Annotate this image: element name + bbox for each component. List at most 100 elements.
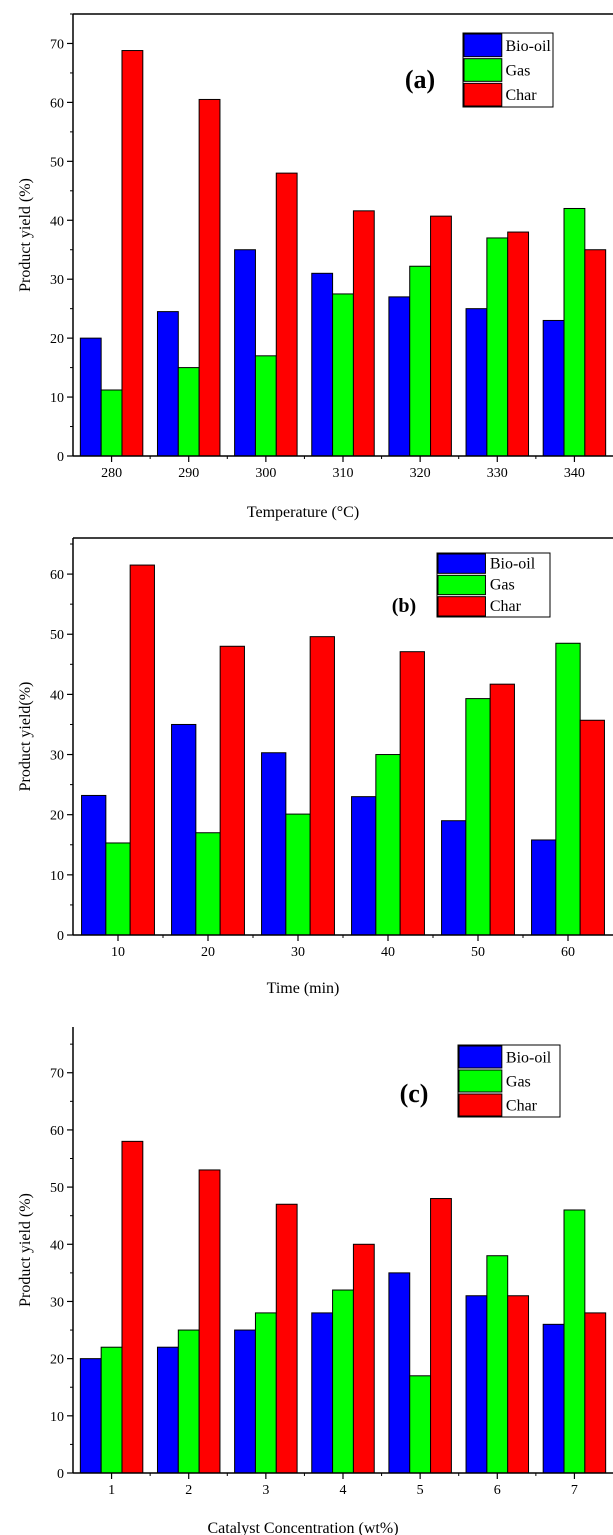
bar-gas-6 — [486, 1255, 509, 1474]
x-tick-label: 60 — [561, 945, 575, 960]
bar-biooil-50 — [441, 820, 467, 936]
legend-swatch-gas — [458, 1069, 503, 1093]
bar-gas-310 — [332, 293, 354, 457]
bar-char-40 — [399, 651, 425, 936]
legend-label-biooil: Bio-oil — [506, 1049, 552, 1066]
y-tick-label: 50 — [50, 155, 64, 170]
bar-biooil-330 — [465, 308, 488, 457]
bar-char-310 — [352, 210, 375, 457]
y-tick-label: 60 — [50, 1124, 64, 1139]
legend-label-char: Char — [490, 598, 522, 615]
legend-swatch-gas — [463, 58, 503, 82]
bar-biooil-5 — [388, 1272, 411, 1474]
bar-char-340 — [584, 249, 607, 457]
x-tick-label: 10 — [111, 945, 125, 960]
legend-swatch-biooil — [437, 553, 486, 574]
legend-label-gas: Gas — [506, 1073, 531, 1090]
x-tick-label: 330 — [487, 466, 508, 481]
bar-char-300 — [275, 172, 298, 457]
legend: Bio-oil Gas Char — [436, 552, 551, 618]
bar-char-330 — [507, 231, 530, 457]
y-tick-label: 70 — [50, 37, 64, 52]
x-tick-label: 300 — [255, 466, 276, 481]
x-tick-label: 290 — [178, 466, 199, 481]
y-tick-label: 50 — [50, 628, 64, 643]
y-tick-label: 40 — [50, 1238, 64, 1253]
x-tick-label: 4 — [340, 1483, 347, 1498]
y-axis-title: Product yield (%) — [17, 1193, 34, 1307]
legend-swatch-char — [437, 596, 486, 617]
bar-char-1 — [121, 1140, 144, 1474]
y-tick-label: 30 — [50, 1295, 64, 1310]
y-tick-label: 60 — [50, 96, 64, 111]
bar-gas-5 — [409, 1375, 432, 1474]
bar-char-60 — [579, 719, 605, 936]
bar-gas-60 — [555, 642, 581, 936]
y-tick-label: 40 — [50, 214, 64, 229]
x-tick-label: 340 — [564, 466, 585, 481]
chart-panel-c: 0 10 20 30 40 50 60 70 1 2 3 4 5 6 7 Catalyst Concentra… — [17, 1027, 613, 1535]
x-tick-label: 1 — [108, 1483, 115, 1498]
x-tick-label: 30 — [291, 945, 305, 960]
bar-char-50 — [489, 683, 515, 936]
bar-biooil-30 — [261, 752, 287, 936]
bar-biooil-1 — [79, 1358, 102, 1474]
x-tick-label: 2 — [185, 1483, 192, 1498]
bar-gas-330 — [486, 237, 509, 457]
x-tick-label: 310 — [333, 466, 354, 481]
x-tick-label: 20 — [201, 945, 215, 960]
bar-char-10 — [129, 564, 155, 936]
bar-gas-290 — [177, 367, 200, 457]
bar-gas-1 — [100, 1346, 123, 1474]
y-tick-label: 50 — [50, 1181, 64, 1196]
bar-biooil-300 — [234, 249, 256, 457]
y-tick-label: 20 — [50, 332, 64, 347]
bar-gas-3 — [254, 1312, 277, 1474]
panel-label: (b) — [392, 595, 416, 617]
bar-biooil-10 — [81, 794, 107, 936]
bar-biooil-4 — [311, 1312, 334, 1474]
bar-char-290 — [198, 98, 221, 457]
bar-biooil-60 — [531, 839, 557, 936]
x-axis-title: Catalyst Concentration (wt%) — [207, 1520, 398, 1535]
x-tick-label: 3 — [262, 1483, 269, 1498]
legend-label-biooil: Bio-oil — [506, 38, 552, 55]
bar-char-3 — [275, 1203, 298, 1474]
y-tick-label: 40 — [50, 688, 64, 703]
bar-biooil-2 — [156, 1346, 179, 1474]
bar-biooil-280 — [79, 337, 102, 457]
bar-biooil-20 — [171, 723, 197, 936]
bar-gas-300 — [254, 355, 277, 457]
legend-label-char: Char — [506, 1097, 538, 1114]
legend-swatch-char — [463, 82, 503, 107]
legend: Bio-oil Gas Char — [462, 32, 554, 108]
y-axis-title: Product yield (%) — [17, 178, 34, 292]
bar-biooil-3 — [234, 1329, 256, 1474]
y-tick-label: 70 — [50, 1067, 64, 1082]
y-tick-label: 20 — [50, 809, 64, 824]
bar-char-320 — [430, 215, 452, 457]
x-tick-label: 7 — [571, 1483, 578, 1498]
bar-biooil-340 — [542, 319, 565, 457]
y-tick-label: 10 — [50, 1410, 64, 1425]
bar-gas-340 — [563, 207, 586, 457]
bar-biooil-7 — [542, 1323, 565, 1474]
y-tick-label: 30 — [50, 749, 64, 764]
legend-swatch-biooil — [458, 1045, 503, 1069]
legend-label-biooil: Bio-oil — [490, 555, 536, 572]
bar-gas-2 — [177, 1329, 200, 1474]
x-tick-label: 40 — [381, 945, 395, 960]
x-tick-label: 280 — [101, 466, 122, 481]
bar-biooil-40 — [351, 796, 377, 936]
legend-swatch-biooil — [463, 33, 503, 58]
bar-char-280 — [121, 50, 144, 457]
bar-char-20 — [219, 645, 245, 936]
legend-swatch-gas — [437, 574, 486, 596]
y-tick-label: 0 — [57, 929, 64, 944]
bar-gas-50 — [465, 698, 491, 936]
bar-gas-280 — [100, 389, 123, 457]
bar-biooil-320 — [388, 296, 411, 457]
chart-panel-b: 0 10 20 30 40 50 60 10 20 30 40 50 60 Time (min) Produ… — [17, 537, 613, 997]
bar-char-4 — [352, 1243, 375, 1474]
chart-panel-a: 0 10 20 30 40 50 60 70 280 290 300 310 320 330 340 Temp… — [17, 13, 613, 521]
